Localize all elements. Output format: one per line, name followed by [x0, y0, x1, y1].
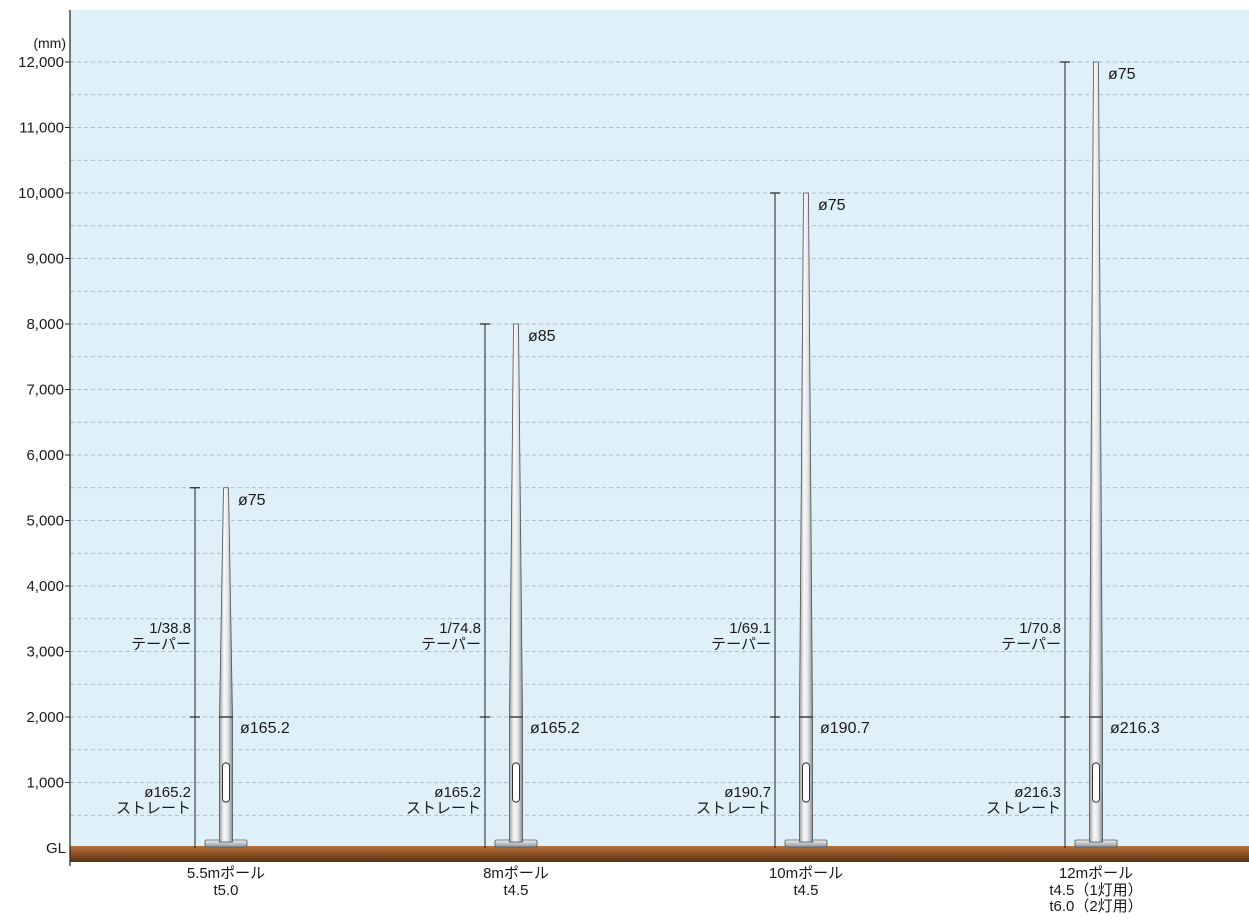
y-axis-unit: (mm) [33, 35, 66, 51]
y-tick-label: 6,000 [26, 447, 64, 464]
pole-top-diameter: ø85 [528, 328, 556, 345]
grid-lines [70, 61, 1249, 816]
pole-joint-diameter: ø216.3 [1110, 720, 1160, 737]
ground [70, 846, 1249, 862]
y-tick-label: 10,000 [18, 185, 64, 202]
pole-hand-hole [512, 762, 520, 803]
taper-label: テーパー [421, 636, 481, 653]
pole-top-diameter: ø75 [818, 197, 846, 214]
ground-label: GL [46, 840, 66, 857]
straight-label: ストレート [986, 800, 1061, 817]
y-tick-label: 3,000 [26, 644, 64, 661]
y-tick-label: 1,000 [26, 775, 64, 792]
taper-ratio: 1/69.1 [729, 620, 771, 637]
y-tick-label: 7,000 [26, 382, 64, 399]
y-tick-label: 9,000 [26, 251, 64, 268]
pole-thickness: t4.5 [503, 882, 528, 899]
pole-thickness: t6.0（2灯用） [1049, 898, 1142, 915]
pole-top-diameter: ø75 [1108, 66, 1136, 83]
pole-thickness: t5.0 [213, 882, 238, 899]
taper-label: テーパー [711, 636, 771, 653]
taper-label: テーパー [1001, 636, 1061, 653]
pole-top-diameter: ø75 [238, 492, 266, 509]
pole-thickness: t4.5（1灯用） [1049, 882, 1142, 899]
taper-label: テーパー [131, 636, 191, 653]
taper-ratio: 1/74.8 [439, 620, 481, 637]
pole-hand-hole [1092, 762, 1100, 803]
pole-hand-hole [802, 762, 810, 803]
pole-thickness: t4.5 [793, 882, 818, 899]
y-tick-label: 5,000 [26, 513, 64, 530]
taper-ratio: 1/38.8 [149, 620, 191, 637]
y-tick-label: 8,000 [26, 316, 64, 333]
y-tick-label: 2,000 [26, 709, 64, 726]
plot-background [70, 10, 1249, 848]
straight-label: ストレート [406, 800, 481, 817]
pole-joint-diameter: ø190.7 [820, 720, 870, 737]
pole-name: 8mポール [483, 865, 549, 882]
y-tick-label: 4,000 [26, 578, 64, 595]
poles: ø75ø165.21/38.8テーパーø165.2ストレート5.5mポールt5.… [116, 61, 1160, 915]
straight-diameter: ø190.7 [724, 784, 771, 801]
pole-name: 10mポール [769, 865, 843, 882]
pole-group: ø75ø216.31/70.8テーパーø216.3ストレート12mポールt4.5… [986, 61, 1160, 915]
y-axis-ticks: 1,000 2,000 3,000 4,000 5,000 6,000 7,000 8,000… [18, 54, 70, 792]
pole-hand-hole [222, 762, 230, 803]
pole-joint-diameter: ø165.2 [240, 720, 290, 737]
pole-name: 5.5mポール [187, 865, 265, 882]
pole-joint-diameter: ø165.2 [530, 720, 580, 737]
straight-diameter: ø216.3 [1014, 784, 1061, 801]
straight-diameter: ø165.2 [434, 784, 481, 801]
pole-group: ø75ø165.21/38.8テーパーø165.2ストレート5.5mポールt5.… [116, 487, 290, 899]
straight-label: ストレート [696, 800, 771, 817]
y-tick-label: 12,000 [18, 54, 64, 71]
pole-name: 12mポール [1059, 865, 1133, 882]
straight-diameter: ø165.2 [144, 784, 191, 801]
y-tick-label: 11,000 [19, 120, 64, 137]
taper-ratio: 1/70.8 [1019, 620, 1061, 637]
straight-label: ストレート [116, 800, 191, 817]
